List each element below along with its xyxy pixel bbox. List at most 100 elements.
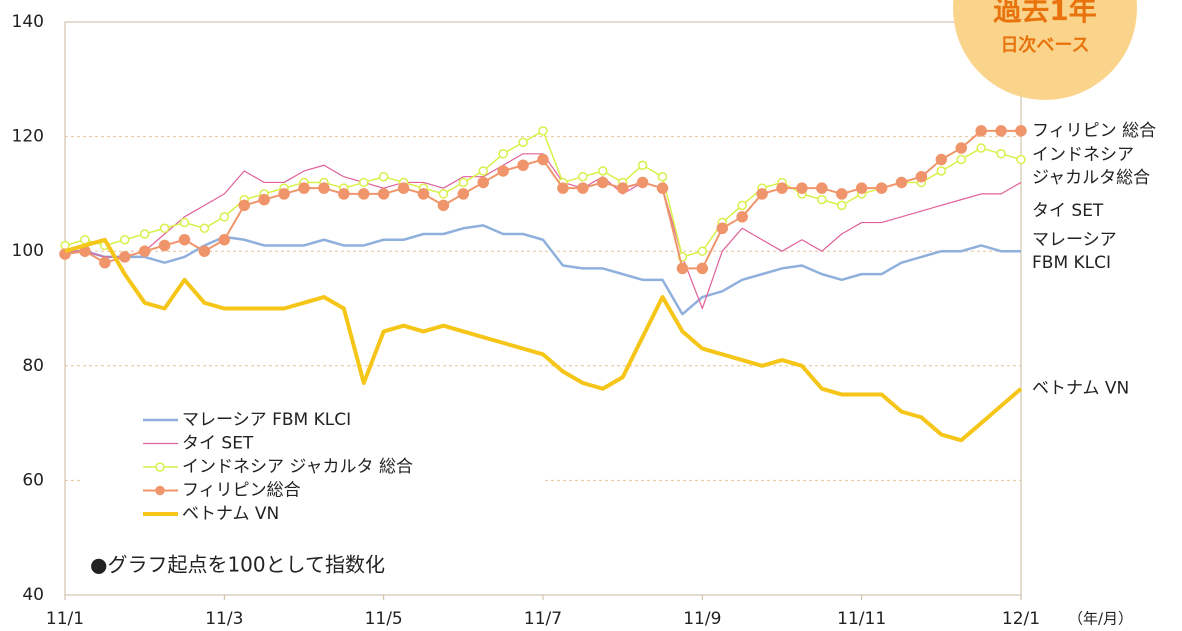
- series-marker: [179, 217, 190, 228]
- y-tick-label: 100: [12, 241, 44, 261]
- x-tick-label: 11/11: [837, 609, 886, 629]
- series-marker: [996, 149, 1006, 159]
- series-marker: [1015, 125, 1027, 137]
- series-marker: [338, 188, 350, 200]
- series-marker: [855, 182, 868, 194]
- series-marker: [975, 125, 987, 137]
- series-marker: [278, 188, 290, 200]
- series-marker: [258, 193, 270, 206]
- series-marker: [498, 149, 508, 159]
- series-marker: [178, 233, 191, 246]
- series-line: [64, 237, 1023, 443]
- series-marker: [138, 245, 151, 257]
- series-marker: [457, 188, 470, 200]
- series-marker: [875, 182, 888, 194]
- badge: [953, 0, 1137, 100]
- end-label: タイ SET: [1032, 201, 1104, 221]
- end-label: マレーシア: [1032, 230, 1117, 250]
- series-marker: [656, 182, 669, 194]
- series-marker: [935, 153, 948, 166]
- series-marker: [578, 171, 588, 182]
- series-marker: [99, 256, 111, 269]
- series-marker: [478, 166, 488, 176]
- series-marker: [657, 171, 668, 182]
- note: ●グラフ起点を100として指数化: [90, 553, 385, 577]
- series-marker: [756, 188, 768, 200]
- legend-marker: [155, 462, 165, 472]
- series-marker: [158, 239, 171, 252]
- series-marker: [636, 176, 649, 189]
- end-label: FBM KLCI: [1032, 253, 1111, 273]
- series-marker: [159, 223, 170, 234]
- end-label: ジャカルタ総合: [1032, 168, 1150, 188]
- series-marker: [238, 199, 250, 212]
- series-marker: [318, 182, 330, 194]
- x-tick-label: 11/9: [683, 609, 721, 629]
- series-marker: [477, 176, 489, 189]
- series-marker: [597, 176, 609, 189]
- series-marker: [437, 199, 450, 212]
- series-marker: [837, 200, 847, 211]
- series-marker: [218, 233, 231, 246]
- series-marker: [1016, 154, 1026, 165]
- series-marker: [956, 154, 966, 165]
- series-marker: [298, 182, 310, 194]
- series-marker: [836, 188, 848, 200]
- x-tick-label: 11/3: [205, 609, 243, 629]
- series-marker: [936, 166, 947, 176]
- series-marker: [598, 166, 608, 176]
- series-marker: [417, 188, 430, 200]
- series-marker: [60, 240, 70, 251]
- series-marker: [199, 223, 210, 234]
- end-label: インドネシア: [1032, 145, 1134, 165]
- x-tick-label: 11/7: [524, 609, 562, 629]
- y-tick-label: 80: [22, 356, 44, 376]
- legend-label: フィリピン総合: [182, 481, 301, 501]
- badge-subtitle: 日次ベース: [1000, 34, 1089, 56]
- y-tick-label: 120: [12, 127, 44, 147]
- series-marker: [616, 182, 629, 194]
- series-marker: [517, 159, 529, 171]
- series-marker: [497, 165, 509, 177]
- series-marker: [736, 211, 748, 223]
- series-marker: [80, 234, 90, 245]
- series-marker: [358, 188, 370, 200]
- series-marker: [776, 182, 788, 194]
- x-tick-label: 12/1: [1002, 609, 1040, 629]
- x-axis-label: （年/月）: [1068, 610, 1133, 628]
- series-marker: [438, 189, 449, 199]
- series-marker: [895, 176, 908, 189]
- series-line: [64, 130, 1022, 258]
- x-tick-label: 11/5: [365, 609, 403, 629]
- series-marker: [557, 182, 569, 194]
- legend-marker: [155, 485, 165, 496]
- series-marker: [537, 153, 549, 166]
- series-marker: [377, 188, 390, 200]
- series-marker: [716, 222, 728, 235]
- y-tick-label: 60: [22, 470, 44, 490]
- series-marker: [696, 262, 709, 275]
- end-label: ベトナム VN: [1032, 379, 1129, 399]
- series-marker: [518, 137, 528, 148]
- series-marker: [538, 126, 548, 136]
- legend-label: マレーシア FBM KLCI: [182, 410, 351, 430]
- series-marker: [359, 177, 369, 188]
- series-marker: [816, 182, 828, 194]
- series-marker: [697, 246, 708, 256]
- series-line: [65, 153, 1022, 310]
- series-marker: [120, 234, 130, 245]
- series-line: [65, 224, 1021, 316]
- y-tick-label: 40: [22, 585, 44, 605]
- legend-label: タイ SET: [182, 434, 254, 454]
- series-marker: [637, 160, 648, 170]
- series-marker: [139, 229, 150, 239]
- series-marker: [219, 212, 230, 222]
- series-marker: [676, 262, 689, 275]
- series-marker: [796, 182, 808, 194]
- series-marker: [378, 171, 389, 182]
- series-marker: [995, 125, 1007, 137]
- legend-label: インドネシア ジャカルタ 総合: [182, 457, 413, 477]
- badge-title: 過去1年: [993, 0, 1096, 27]
- series-marker: [915, 170, 928, 183]
- series-marker: [119, 251, 131, 263]
